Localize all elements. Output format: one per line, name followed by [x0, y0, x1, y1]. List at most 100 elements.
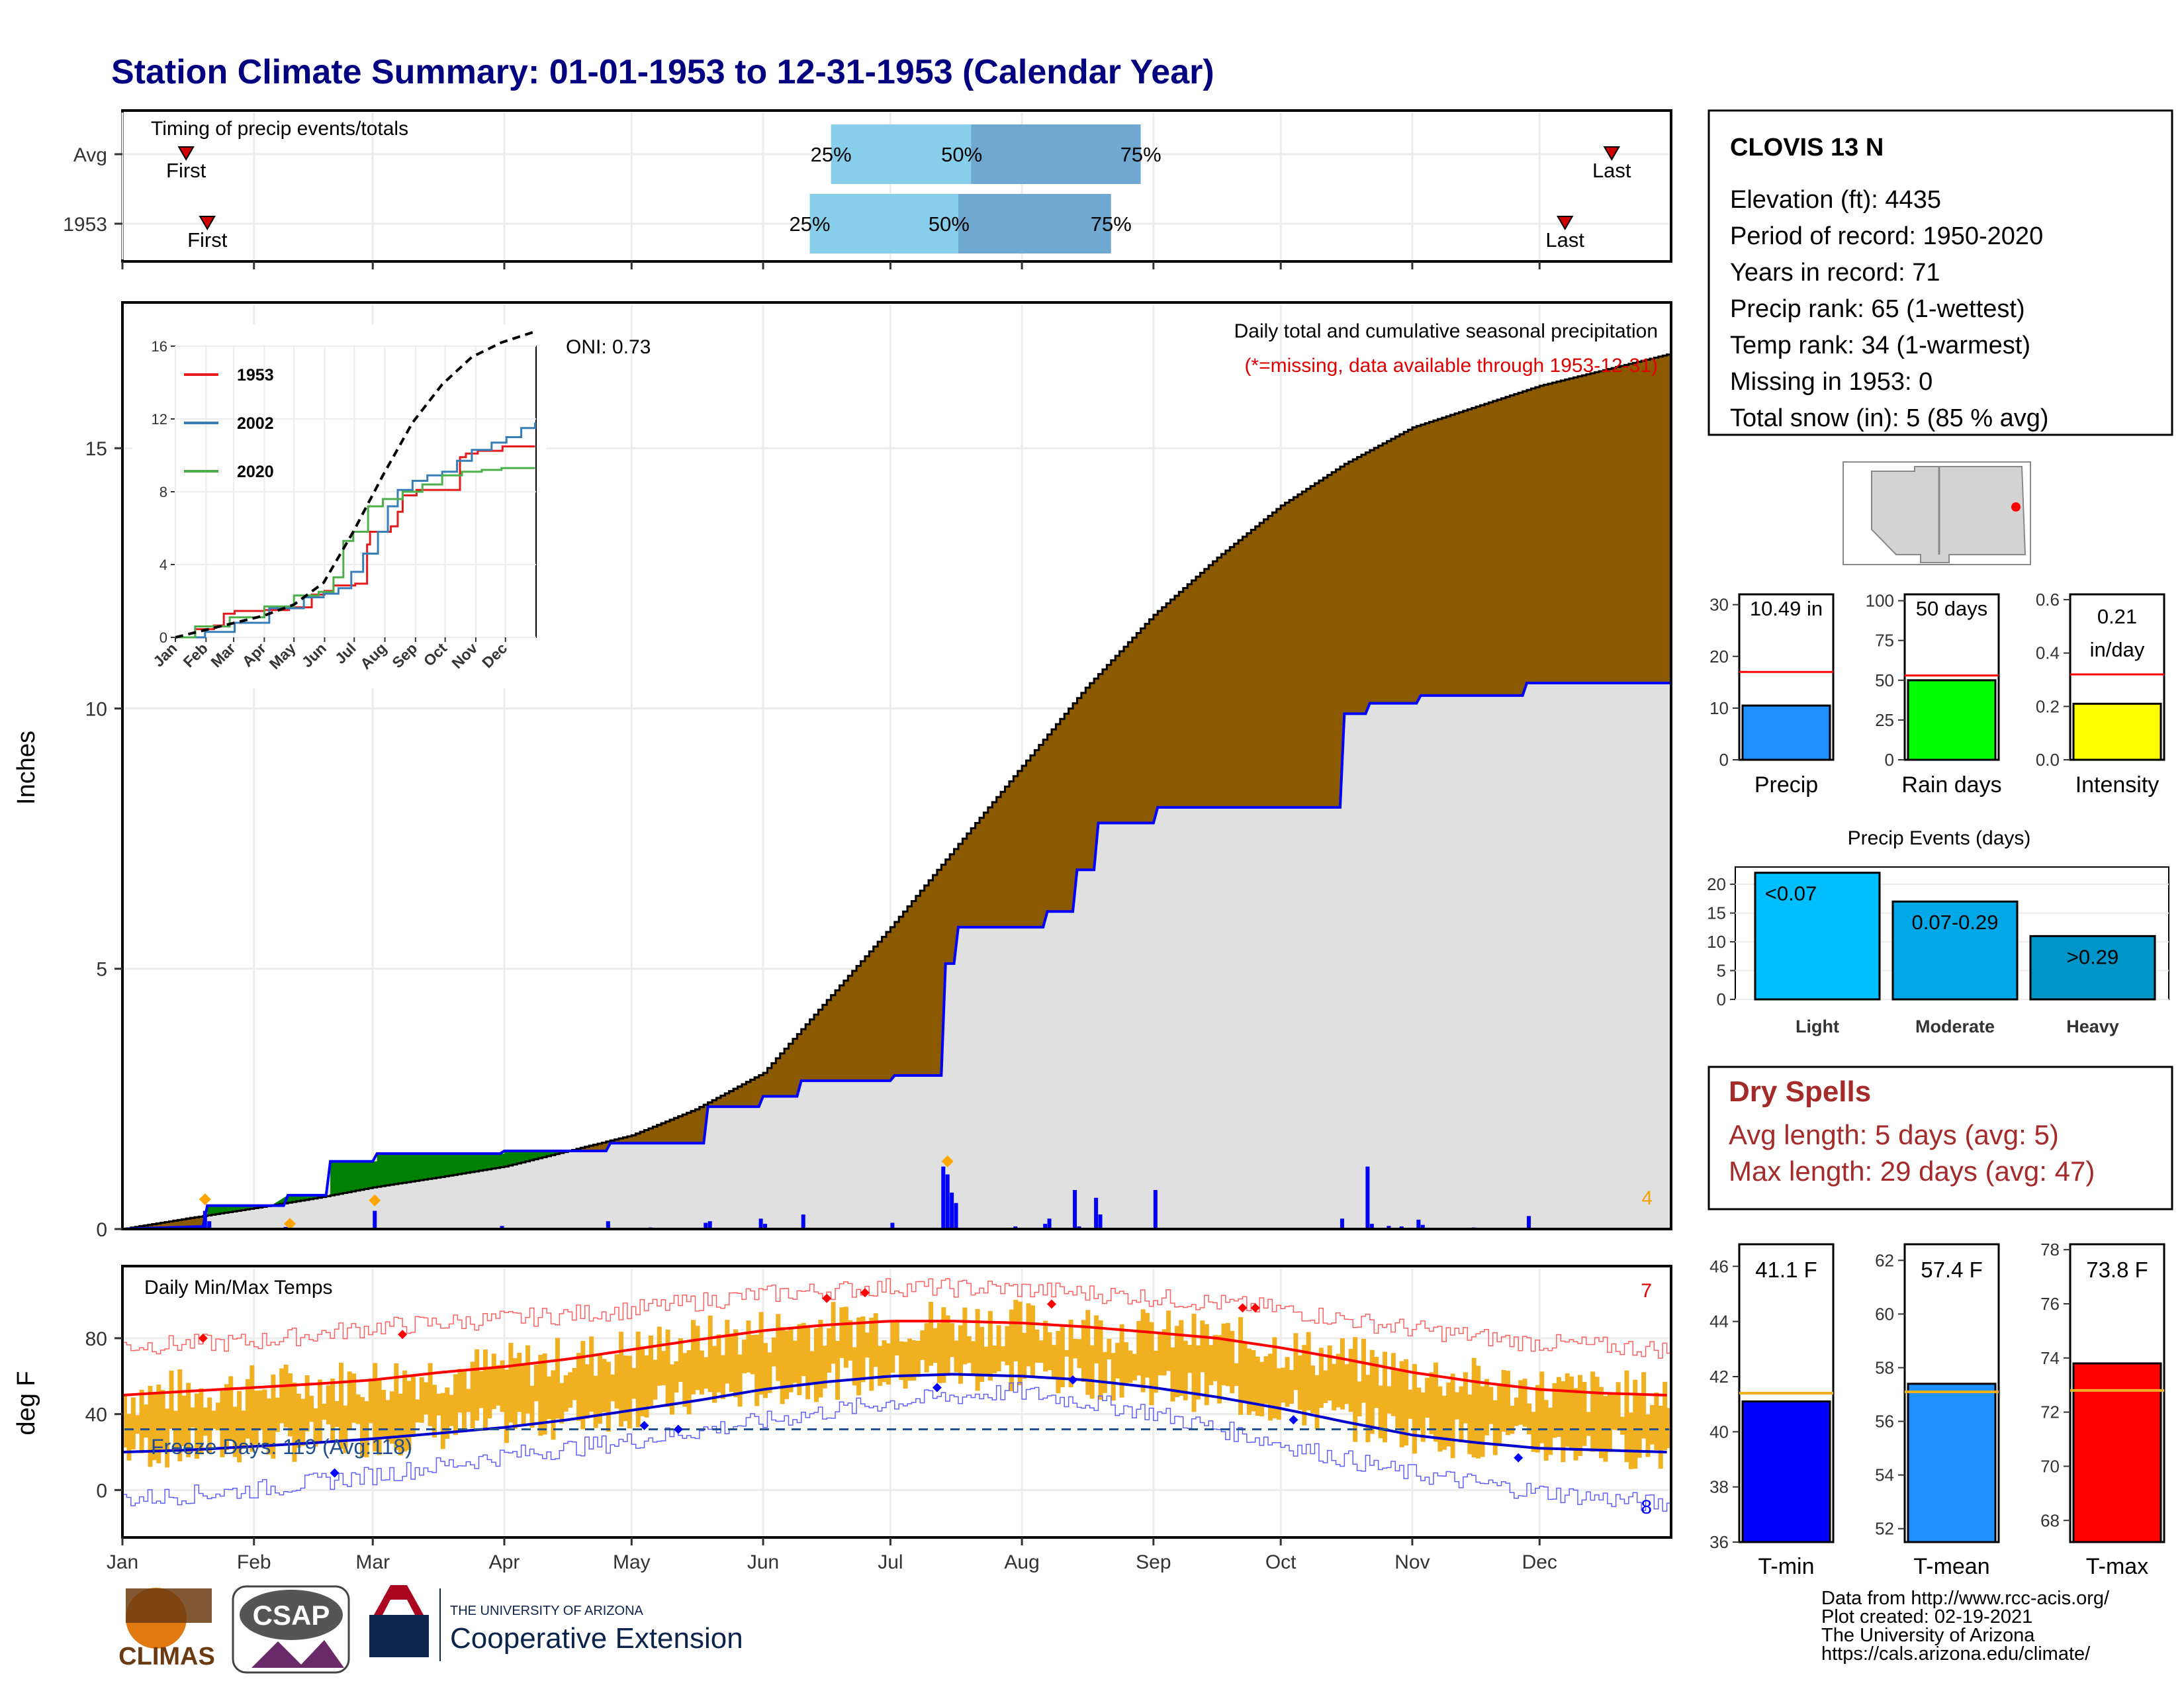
month-label: Jun: [747, 1551, 779, 1573]
daily-temp-bar: [1005, 1326, 1010, 1365]
daily-temp-bar: [1505, 1371, 1510, 1436]
daily-record-marker: [284, 1218, 296, 1230]
daily-precip-bar: [801, 1214, 805, 1229]
temp-bar-value-label: 73.8 F: [2086, 1257, 2148, 1282]
daily-temp-bar: [1297, 1355, 1302, 1410]
daily-temp-bar: [941, 1307, 946, 1383]
temp-bar-tick-label: 70: [2040, 1456, 2060, 1476]
daily-temp-bar: [1259, 1361, 1265, 1417]
daily-temp-bar: [199, 1388, 204, 1455]
timing-bar-25-50: [809, 194, 958, 253]
observed-cumulative-line: [122, 681, 1671, 1230]
timing-50-label: 50%: [929, 212, 970, 236]
daily-temp-bar: [419, 1377, 424, 1423]
station-period: Period of record: 1950-2020: [1730, 222, 2043, 250]
timing-50-label: 50%: [941, 143, 982, 166]
daily-temp-bar: [933, 1328, 938, 1363]
daily-temp-bar: [373, 1363, 378, 1452]
daily-temp-bar: [1212, 1334, 1218, 1381]
daily-temp-bar: [266, 1398, 271, 1455]
daily-temp-bar: [1234, 1363, 1239, 1387]
daily-temp-bar: [742, 1340, 747, 1373]
temp-bar-category-label: T-mean: [1913, 1554, 1989, 1579]
daily-temp-bar: [979, 1326, 985, 1382]
record-high-marker: [1047, 1299, 1056, 1309]
daily-temp-bar: [576, 1353, 581, 1421]
month-label: Mar: [355, 1551, 390, 1573]
daily-temp-bar: [763, 1343, 768, 1398]
daily-temp-bar: [631, 1367, 637, 1399]
timing-row-label: 1953: [63, 214, 107, 236]
daily-precip-bar: [207, 1221, 212, 1229]
daily-temp-bar: [232, 1406, 238, 1457]
daily-temp-bar: [784, 1330, 790, 1400]
daily-temp-bar: [1145, 1312, 1150, 1378]
daily-temp-bar: [445, 1387, 450, 1439]
daily-temp-bar: [559, 1383, 565, 1424]
daily-temp-bar: [482, 1349, 488, 1431]
daily-temp-bar: [856, 1317, 862, 1396]
daily-precip-bar: [1369, 1224, 1374, 1229]
daily-temp-bar: [1306, 1332, 1311, 1410]
temp-y-axis-label: deg F: [13, 1371, 40, 1435]
daily-precip-bar: [1527, 1216, 1531, 1229]
daily-temp-bar: [1060, 1324, 1065, 1388]
mini-bar-tick-label: 75: [1875, 631, 1894, 651]
daily-temp-bar: [122, 1395, 128, 1447]
oni-label: ONI: 0.73: [566, 336, 651, 358]
daily-temp-bar: [1637, 1395, 1642, 1458]
daily-temp-bar: [1573, 1388, 1578, 1461]
mini-bar-tick-label: 100: [1866, 591, 1894, 611]
daily-temp-bar: [461, 1369, 467, 1433]
daily-temp-bar: [1429, 1372, 1434, 1435]
daily-precip-bar: [1153, 1190, 1158, 1229]
daily-temp-bar: [776, 1314, 781, 1381]
daily-temp-bar: [809, 1351, 815, 1383]
daily-temp-bar: [470, 1361, 475, 1429]
precip-panel: 0 5 10 15 Inches Daily total and cumulative…: [13, 301, 1672, 1241]
locator-map: [1843, 461, 2031, 565]
station-years: Years in record: 71: [1730, 259, 1940, 287]
temp-bar-tick-label: 68: [2040, 1510, 2060, 1530]
daily-temp-bar: [322, 1403, 327, 1420]
month-label: Aug: [1004, 1551, 1039, 1573]
daily-temp-bar: [1064, 1349, 1069, 1357]
daily-temp-bar: [754, 1334, 760, 1406]
last-event-label: Last: [1592, 159, 1631, 182]
daily-temp-bar: [1412, 1363, 1417, 1454]
daily-temp-bar: [835, 1340, 841, 1400]
station-total-snow: Total snow (in): 5 (85 % avg): [1730, 404, 2049, 432]
daily-temp-bar: [1378, 1385, 1383, 1439]
daily-temp-bar: [135, 1415, 140, 1434]
daily-temp-bar: [1200, 1320, 1205, 1373]
daily-temp-bar: [1543, 1400, 1549, 1461]
daily-temp-bar: [869, 1317, 874, 1391]
mini-bar-category-label: Rain days: [1901, 772, 2001, 798]
temp-bar-tick-label: 58: [1875, 1357, 1894, 1377]
daily-temp-bar: [555, 1338, 560, 1419]
daily-temp-bar: [368, 1378, 373, 1424]
daily-temp-bar: [533, 1365, 539, 1402]
daily-temp-bar: [1450, 1373, 1455, 1459]
daily-record-marker: [369, 1194, 381, 1207]
daily-temp-bar: [466, 1389, 471, 1412]
precip-y-tick-label: 15: [85, 438, 107, 460]
month-label: Sep: [1136, 1551, 1171, 1573]
daily-temp-bar: [457, 1369, 463, 1413]
temperature-comparison-bars: 36 38 40 42 44 46 41.1 F T-min 52 54 56 58 60 62 57.4 …: [1709, 1240, 2165, 1579]
mini-bar-value-label: 10.49 in: [1750, 597, 1823, 620]
daily-temp-bar: [160, 1390, 165, 1449]
daily-temp-bar: [818, 1320, 823, 1398]
mini-bar-tick-label: 25: [1875, 710, 1894, 730]
temp-series: [122, 1278, 1672, 1512]
daily-temp-bar: [1476, 1365, 1481, 1459]
daily-temp-bar: [920, 1330, 925, 1360]
daily-temp-bar: [725, 1320, 730, 1384]
daily-temp-bar: [792, 1340, 797, 1383]
credit-url: https://cals.arizona.edu/climate/: [1821, 1643, 2091, 1665]
daily-temp-bar: [1565, 1373, 1570, 1447]
daily-temp-bar: [1221, 1323, 1226, 1386]
daily-temp-bar: [699, 1350, 704, 1394]
daily-temp-bar: [1242, 1343, 1248, 1402]
daily-temp-bar: [1310, 1365, 1316, 1414]
